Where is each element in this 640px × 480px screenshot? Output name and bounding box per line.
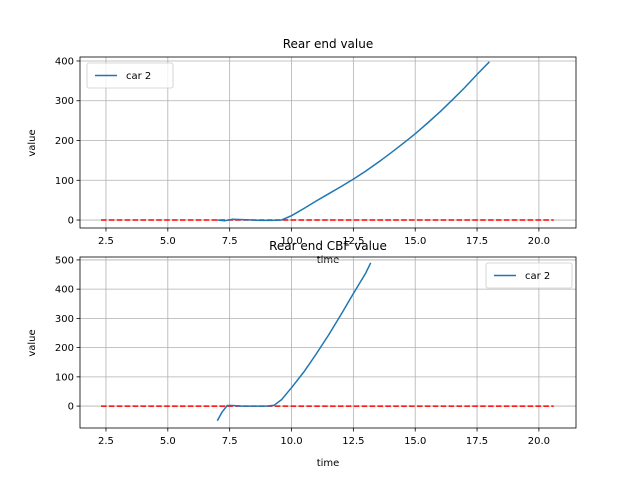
x-tick-label: 7.5 bbox=[222, 236, 238, 247]
x-tick-label: 15.0 bbox=[404, 436, 426, 447]
x-tick-label: 5.0 bbox=[160, 236, 176, 247]
y-tick-label: 400 bbox=[55, 56, 74, 67]
y-tick-label: 100 bbox=[55, 176, 74, 187]
legend-box bbox=[86, 62, 174, 89]
y-axis-label: value bbox=[27, 329, 38, 356]
x-tick-label: 2.5 bbox=[98, 236, 114, 247]
legend-label: car 2 bbox=[525, 271, 550, 282]
y-tick-label: 200 bbox=[55, 136, 74, 147]
x-tick-label: 20.0 bbox=[528, 436, 550, 447]
x-tick-label: 15.0 bbox=[404, 236, 426, 247]
ticks: 2.5 5.0 7.5 10.0 12.5 15.0 17.5 20.0 0 100 200 300 4… bbox=[55, 255, 550, 447]
x-axis-label: time bbox=[317, 255, 340, 266]
legend-label: car 2 bbox=[126, 71, 151, 82]
y-tick-label: 0 bbox=[68, 216, 74, 227]
x-tick-label: 2.5 bbox=[98, 436, 114, 447]
axes-frame bbox=[79, 256, 577, 429]
x-tick-label: 7.5 bbox=[222, 436, 238, 447]
ticks: 2.5 5.0 7.5 10.0 12.5 15.0 17.5 20.0 0 100 200 300 4… bbox=[55, 56, 550, 247]
x-tick-label: 10.0 bbox=[280, 436, 302, 447]
y-tick-label: 500 bbox=[55, 255, 74, 266]
grid bbox=[80, 57, 576, 228]
x-tick-label: 17.5 bbox=[466, 236, 488, 247]
x-tick-label: 12.5 bbox=[342, 236, 364, 247]
y-tick-label: 0 bbox=[68, 402, 74, 413]
x-tick-label: 10.0 bbox=[280, 236, 302, 247]
legend: car 2 bbox=[485, 262, 573, 289]
plot-title: Rear end CBF value bbox=[269, 239, 387, 253]
series-line-car-2 bbox=[216, 262, 372, 422]
x-tick-label: 5.0 bbox=[160, 436, 176, 447]
legend: car 2 bbox=[86, 62, 174, 89]
plot-title: Rear end value bbox=[283, 37, 373, 51]
y-tick-label: 200 bbox=[55, 343, 74, 354]
y-tick-label: 100 bbox=[55, 372, 74, 383]
x-tick-label: 17.5 bbox=[466, 436, 488, 447]
y-tick-label: 400 bbox=[55, 285, 74, 296]
axes-frame bbox=[79, 56, 577, 229]
y-axis-label: value bbox=[27, 129, 38, 156]
rear-end-value-plot: Rear end value time value 2.5 5.0 7.5 10.0 1… bbox=[27, 37, 577, 266]
x-axis-label: time bbox=[317, 458, 340, 469]
legend-box bbox=[485, 262, 573, 289]
x-tick-label: 12.5 bbox=[342, 436, 364, 447]
x-tick-label: 20.0 bbox=[528, 236, 550, 247]
y-tick-label: 300 bbox=[55, 314, 74, 325]
y-tick-label: 300 bbox=[55, 96, 74, 107]
rear-end-cbf-value-plot: time value 2.5 5.0 7.5 10.0 12.5 15.0 17.5 20.0… bbox=[27, 255, 577, 469]
series-line-car-2 bbox=[217, 61, 490, 222]
